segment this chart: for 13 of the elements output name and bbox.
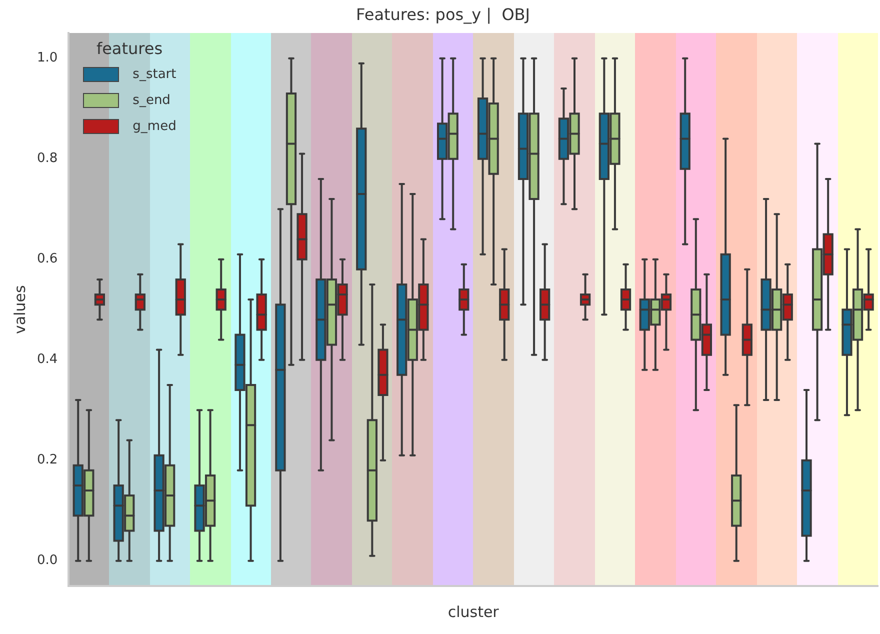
y-tick-label: 0.2 xyxy=(36,452,58,468)
legend-title: features xyxy=(95,39,164,58)
y-tick-label: 0.0 xyxy=(36,553,58,568)
legend-label: s_start xyxy=(132,66,176,82)
legend-label: s_end xyxy=(132,92,170,108)
y-tick-label: 0.8 xyxy=(36,151,58,166)
legend-label: g_med xyxy=(132,118,176,134)
x-axis-title: cluster xyxy=(448,602,500,621)
y-tick-label: 1.0 xyxy=(36,50,58,66)
y-axis-title: values xyxy=(10,285,29,334)
y-tick-label: 0.6 xyxy=(36,252,58,267)
chart-title: Features: pos_y | OBJ xyxy=(356,4,530,24)
y-tick-label: 0.4 xyxy=(36,352,58,368)
